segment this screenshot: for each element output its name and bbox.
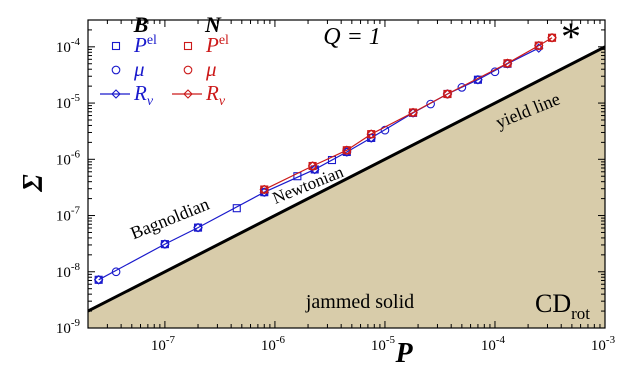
legend-marker-N-2: [183, 89, 193, 99]
data-point-B-mu: [426, 99, 435, 109]
y-tick-exp: -6: [71, 148, 81, 160]
legend-label-B-1: μ: [133, 57, 145, 81]
data-point-N-Rv: [502, 58, 513, 69]
legend-label-main: μ: [133, 57, 145, 81]
legend-label-main: R: [205, 81, 219, 105]
model-label: CDrot: [535, 289, 590, 323]
bagnoldian-label: Bagnoldian: [128, 194, 212, 244]
x-tick-exp: -6: [276, 334, 286, 346]
y-tick-base: 10: [56, 321, 71, 337]
series-line-B-Rv: [98, 47, 540, 281]
data-point-B-Rv: [309, 164, 320, 175]
legend-label-B-2: Rv: [133, 81, 154, 109]
legend-label-sup: el: [147, 33, 157, 48]
legend-label-main: R: [133, 81, 147, 105]
legend-label-main: P: [205, 33, 219, 57]
series-line-N-Rv: [264, 37, 553, 191]
star-marker: *: [561, 14, 581, 59]
y-tick-base: 10: [56, 96, 71, 112]
data-point-B-Rv: [342, 147, 352, 157]
legend-label-N-1: μ: [205, 57, 217, 81]
x-tick-base: 10: [151, 338, 166, 354]
y-tick-base: 10: [56, 152, 71, 168]
model-label-main: CD: [535, 289, 571, 318]
legend-header-B: B: [133, 12, 149, 37]
data-point-N-Rv: [442, 89, 453, 99]
x-tick-base: 10: [481, 338, 496, 354]
legend-label-main: μ: [205, 57, 217, 81]
data-point-N-Rv: [533, 40, 544, 51]
legend-label-sup: el: [219, 33, 229, 48]
legend-label-main: P: [133, 33, 147, 57]
y-tick-exp: -9: [71, 317, 81, 329]
data-point-B-Rv: [473, 74, 483, 85]
y-tick-exp: -4: [71, 36, 81, 48]
data-point-N-Rv: [547, 32, 557, 43]
data-point-B-mu: [380, 125, 390, 135]
legend-label-sub: v: [219, 94, 226, 109]
data-point-B-mu: [457, 83, 467, 92]
jammed-solid-label: jammed solid: [305, 291, 414, 313]
x-tick-exp: -7: [166, 334, 176, 346]
model-label-sub: rot: [571, 304, 590, 323]
y-tick-exp: -5: [71, 92, 81, 104]
x-tick-exp: -4: [496, 334, 506, 346]
data-point-N-Rv: [342, 145, 352, 156]
y-tick-base: 10: [56, 265, 71, 281]
x-tick-label: 10-6: [261, 334, 286, 354]
data-point-B-Rv: [93, 275, 104, 285]
x-tick-base: 10: [591, 338, 606, 354]
x-tick-label: 10-7: [151, 334, 176, 354]
legend-label-N-2: Rv: [205, 81, 226, 109]
y-tick-base: 10: [56, 40, 71, 56]
y-tick-base: 10: [56, 209, 71, 225]
legend-marker-B-0: [111, 41, 121, 51]
y-tick-exp: -7: [71, 205, 81, 217]
y-axis-title: Σ: [18, 174, 49, 193]
chart-title: Q = 1: [323, 24, 381, 50]
yield-line: [88, 45, 605, 313]
x-tick-exp: -5: [386, 334, 396, 346]
x-axis-title: P: [394, 338, 413, 369]
data-point-N-Rv: [259, 184, 270, 195]
legend-marker-B-2: [111, 89, 121, 99]
plot-frame: [87, 19, 606, 329]
y-tick-label: 10-4: [56, 36, 81, 56]
data-point-N-Rv: [408, 107, 418, 118]
x-tick-base: 10: [371, 338, 386, 354]
y-tick-label: 10-7: [56, 205, 81, 225]
data-point-B-Rv: [160, 239, 170, 249]
x-tick-label: 10-5: [371, 334, 396, 354]
y-tick-exp: -8: [71, 261, 81, 273]
legend-marker-N-1: [183, 65, 193, 75]
y-tick-label: 10-5: [56, 92, 81, 112]
data-point-N-Rv: [307, 161, 318, 171]
jammed-solid-region: [88, 46, 605, 328]
series-N-Rv: [259, 32, 557, 195]
legend-marker-B-1: [111, 65, 121, 75]
x-tick-label: 10-4: [481, 334, 506, 354]
legend-marker-N-0: [183, 41, 193, 51]
legend-label-N-0: Pel: [205, 33, 229, 57]
x-tick-label: 10-3: [591, 334, 616, 354]
legend-label-sub: v: [147, 94, 154, 109]
data-point-B-Rv: [193, 222, 203, 233]
x-tick-base: 10: [261, 338, 276, 354]
x-tick-exp: -3: [606, 334, 616, 346]
legend-label-B-0: Pel: [133, 33, 157, 57]
y-tick-label: 10-8: [56, 261, 81, 281]
data-point-N-Rv: [366, 129, 376, 139]
y-tick-label: 10-9: [56, 317, 81, 337]
data-point-B-mu: [94, 275, 104, 285]
y-tick-label: 10-6: [56, 148, 81, 168]
legend-header-N: N: [204, 12, 222, 37]
data-point-B-mu: [111, 267, 121, 277]
